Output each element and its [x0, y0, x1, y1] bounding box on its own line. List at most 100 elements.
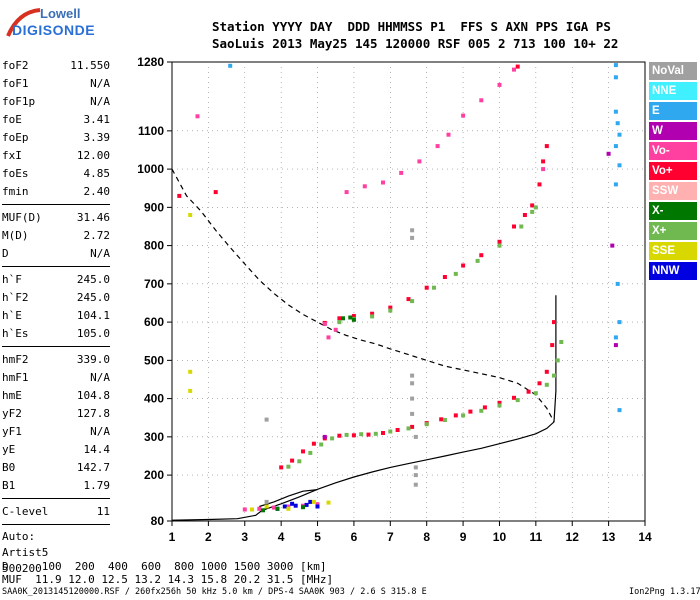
param-row: fmin 2.40 — [2, 183, 110, 201]
echo-point — [613, 182, 618, 187]
param-separator — [2, 204, 110, 205]
echo-point — [497, 243, 502, 248]
autoscaling-info: 500200 — [2, 562, 42, 575]
param-value: 339.0 — [76, 353, 110, 366]
param-label: D — [2, 247, 9, 260]
echo-point — [537, 182, 542, 187]
param-row: B1 1.79 — [2, 477, 110, 495]
x-tick-label: 14 — [638, 530, 652, 544]
echo-point — [432, 285, 436, 290]
y-tick-label: 700 — [144, 277, 164, 291]
x-tick-label: 6 — [351, 530, 358, 544]
echo-point — [406, 426, 411, 431]
echo-point — [330, 436, 335, 441]
echo-point — [326, 335, 331, 340]
param-row: foF1p N/A — [2, 93, 110, 111]
param-label: h`F — [2, 273, 22, 286]
echo-point — [424, 422, 429, 427]
echo-point — [424, 285, 429, 290]
param-row: foEp 3.39 — [2, 129, 110, 147]
echo-point — [326, 500, 331, 505]
echo-point — [555, 358, 560, 363]
param-row: yF2 127.8 — [2, 405, 110, 423]
echo-point — [264, 499, 269, 504]
param-row: hmE 104.8 — [2, 387, 110, 405]
y-tick-label: 300 — [144, 430, 164, 444]
x-tick-label: 10 — [493, 530, 507, 544]
echo-point — [381, 180, 385, 185]
echo-point — [242, 507, 247, 512]
param-label: fmin — [2, 185, 29, 198]
param-row: C-level 11 — [2, 503, 110, 521]
param-value: N/A — [90, 371, 110, 384]
param-label: yE — [2, 443, 16, 456]
y-tick-label: 600 — [144, 315, 164, 329]
echo-point — [337, 433, 342, 438]
echo-point — [519, 224, 524, 229]
echo-point — [461, 263, 466, 268]
echo-point — [497, 239, 502, 244]
param-label: h`Es — [2, 327, 29, 340]
echo-point — [613, 335, 618, 340]
echo-point — [275, 506, 280, 511]
echo-point — [308, 499, 313, 504]
legend-item: SSW — [649, 182, 697, 200]
param-separator — [2, 524, 110, 525]
distance-row: D 100 200 400 600 800 1000 1500 3000 [km… — [2, 560, 327, 573]
echo-point — [337, 320, 342, 325]
echo-point — [413, 482, 418, 487]
echo-point — [497, 403, 502, 408]
x-tick-label: 3 — [241, 530, 248, 544]
param-label: B0 — [2, 461, 16, 474]
param-value: 104.1 — [76, 309, 110, 322]
echo-point — [615, 281, 620, 286]
param-value: 1.79 — [83, 479, 111, 492]
param-row: foF2 11.550 — [2, 57, 110, 75]
echo-point — [512, 395, 516, 400]
polarization-legend: NoVal NNE E W Vo- Vo+ SSW X- X+ SSE NNW — [649, 62, 697, 282]
plot-frame — [171, 61, 646, 522]
param-value: 11.550 — [70, 59, 110, 72]
echo-point — [333, 327, 338, 332]
echo-point — [552, 320, 556, 325]
echo-point — [286, 504, 291, 509]
legend-item: E — [649, 102, 697, 120]
echo-point — [479, 408, 484, 413]
echo-point — [475, 258, 480, 263]
echo-point — [413, 434, 418, 439]
echo-point — [515, 64, 520, 69]
version-label: Ion2Png 1.3.17 — [629, 587, 700, 597]
echo-point — [530, 203, 535, 208]
echo-point — [359, 432, 364, 437]
param-row: h`E 104.1 — [2, 307, 110, 325]
param-row: foF1 N/A — [2, 75, 110, 93]
param-value: 4.85 — [83, 167, 111, 180]
echo-point — [344, 190, 349, 195]
echo-point — [530, 209, 535, 214]
station-header-row2: SaoLuis 2013 May25 145 120000 RSF 005 2 … — [212, 36, 619, 51]
legend-item: NNW — [649, 262, 697, 280]
legend-item: X- — [649, 202, 697, 220]
x-tick-label: 11 — [530, 530, 543, 544]
echo-point — [435, 144, 440, 149]
echo-point — [188, 388, 193, 393]
param-row: fxI 12.00 — [2, 147, 110, 165]
param-value: 127.8 — [76, 407, 110, 420]
param-row: MUF(D) 31.46 — [2, 209, 110, 227]
echo-point — [442, 418, 447, 422]
echo-point — [410, 299, 415, 304]
echo-point — [410, 411, 415, 416]
echo-point — [410, 424, 415, 429]
echo-point — [442, 275, 447, 279]
echo-point — [188, 213, 193, 217]
param-value: 104.8 — [76, 389, 110, 402]
x-tick-label: 8 — [423, 530, 430, 544]
param-row: h`Es 105.0 — [2, 325, 110, 343]
echo-point — [410, 228, 415, 233]
echo-point — [515, 398, 520, 403]
echo-point — [301, 505, 305, 510]
echo-point — [399, 170, 404, 175]
muf-row: MUF 11.9 12.0 12.5 13.2 14.3 15.8 20.2 3… — [2, 573, 334, 586]
echo-point — [228, 63, 233, 68]
param-row: hmF1 N/A — [2, 369, 110, 387]
